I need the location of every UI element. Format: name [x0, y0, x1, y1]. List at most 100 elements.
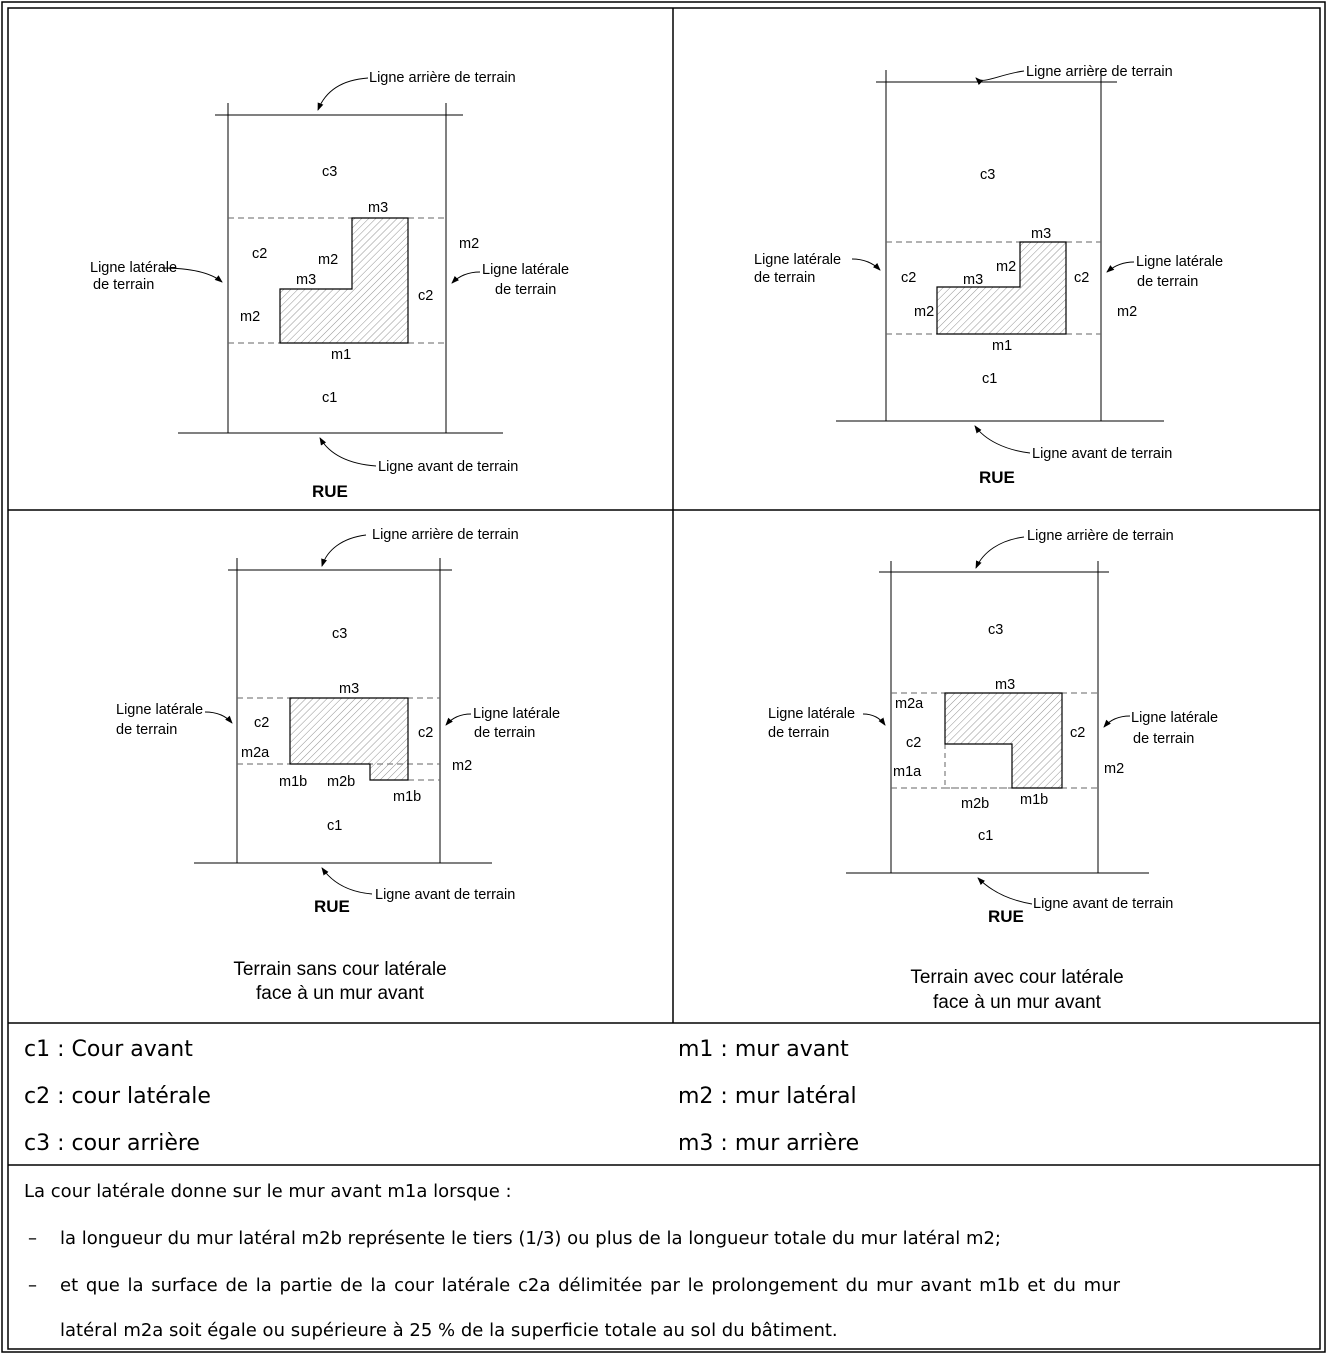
right-side-arrow: [451, 271, 481, 284]
legend-c1: c1 : Cour avant: [24, 1037, 193, 1062]
building-footprint: [936, 241, 1067, 335]
label-c2: c2: [1074, 270, 1089, 286]
label-m3: m3: [995, 677, 1015, 693]
side-line-label-left-2: de terrain: [754, 270, 815, 286]
label-m3: m3: [963, 272, 983, 288]
label-c2: c2: [418, 288, 433, 304]
front-line-label: Ligne avant de terrain: [1033, 896, 1173, 912]
label-c2: c2: [418, 725, 433, 741]
side-line-label-right: Ligne latérale: [482, 262, 569, 278]
caption-right-line2: face à un mur avant: [933, 992, 1102, 1013]
rear-line-arrow: [321, 534, 367, 567]
label-m2: m2: [240, 309, 260, 325]
legend-c3: c3 : cour arrière: [24, 1131, 200, 1156]
side-line-label-right: Ligne latérale: [1136, 254, 1223, 270]
label-m2a: m2a: [241, 745, 270, 761]
side-line-label-right-2: de terrain: [474, 725, 535, 741]
side-line-label-right-2: de terrain: [1137, 274, 1198, 290]
panel-top-right: Ligne arrière de terrain Ligne avant de …: [754, 64, 1223, 487]
label-m2: m2: [459, 236, 479, 252]
side-line-label-left: Ligne latérale: [754, 252, 841, 268]
label-m1: m1: [331, 347, 351, 363]
rear-line-arrow: [975, 536, 1025, 569]
label-m2a: m2a: [895, 696, 924, 712]
building-footprint: [944, 692, 1063, 789]
front-line-label: Ligne avant de terrain: [1032, 446, 1172, 462]
label-m3: m3: [368, 200, 388, 216]
right-side-arrow: [1106, 261, 1135, 273]
note-bullet-2-cont: latéral m2a soit égale ou supérieure à 2…: [60, 1320, 838, 1341]
front-line-arrow: [319, 437, 377, 467]
label-c1: c1: [327, 818, 342, 834]
left-side-arrow: [862, 713, 886, 726]
label-m1a: m1a: [893, 764, 922, 780]
side-line-label-right: Ligne latérale: [473, 706, 560, 722]
label-c2: c2: [1070, 725, 1085, 741]
bullet-dash: –: [28, 1228, 37, 1249]
label-m1b: m1b: [393, 789, 421, 805]
legend-c2: c2 : cour latérale: [24, 1084, 211, 1109]
label-m2: m2: [1117, 304, 1137, 320]
front-line-arrow: [977, 877, 1033, 905]
label-m2: m2: [452, 758, 472, 774]
side-line-label-left: Ligne latérale: [116, 702, 203, 718]
front-line-label: Ligne avant de terrain: [375, 887, 515, 903]
label-m1b: m1b: [279, 774, 307, 790]
building-footprint: [289, 697, 409, 781]
side-line-label-left-2: de terrain: [768, 725, 829, 741]
front-line-label: Ligne avant de terrain: [378, 459, 518, 475]
caption-left-line1: Terrain sans cour latérale: [233, 959, 446, 980]
label-m1: m1: [992, 338, 1012, 354]
street-label: RUE: [314, 897, 350, 916]
side-line-label-left-2: de terrain: [116, 722, 177, 738]
label-c1: c1: [978, 828, 993, 844]
left-side-arrow: [161, 267, 223, 283]
right-side-arrow: [445, 713, 472, 726]
panel-bottom-left: Ligne arrière de terrain Ligne avant de …: [116, 527, 560, 1004]
front-line-arrow: [974, 425, 1031, 454]
legend-m3: m3 : mur arrière: [678, 1131, 860, 1156]
note-intro: La cour latérale donne sur le mur avant …: [24, 1181, 512, 1202]
label-c2: c2: [254, 715, 269, 731]
rear-line-label: Ligne arrière de terrain: [372, 527, 519, 543]
panel-top-left: Ligne arrière de terrain Ligne avant de …: [90, 70, 569, 501]
side-line-label-left-2: de terrain: [93, 277, 154, 293]
label-c1: c1: [322, 390, 337, 406]
side-line-label-right-2: de terrain: [495, 282, 556, 298]
label-c2: c2: [906, 735, 921, 751]
rear-line-label: Ligne arrière de terrain: [1027, 528, 1174, 544]
label-m3: m3: [296, 272, 316, 288]
rear-line-label: Ligne arrière de terrain: [1026, 64, 1173, 80]
label-m2: m2: [1104, 761, 1124, 777]
label-c3: c3: [332, 626, 347, 642]
label-m2b: m2b: [327, 774, 355, 790]
building-footprint: [279, 217, 409, 344]
rear-line-arrow: [317, 77, 369, 111]
label-c3: c3: [980, 167, 995, 183]
side-line-label-left: Ligne latérale: [768, 706, 855, 722]
label-c3: c3: [322, 164, 337, 180]
label-c3: c3: [988, 622, 1003, 638]
side-line-label-left: Ligne latérale: [90, 260, 177, 276]
label-m2b: m2b: [961, 796, 989, 812]
bullet-dash: –: [28, 1275, 37, 1296]
label-c2: c2: [252, 246, 267, 262]
label-m1b: m1b: [1020, 792, 1048, 808]
street-label: RUE: [988, 907, 1024, 926]
label-c1: c1: [982, 371, 997, 387]
note-bullet-1: la longueur du mur latéral m2b représent…: [60, 1228, 1002, 1249]
legend-m2: m2 : mur latéral: [678, 1084, 857, 1109]
left-side-arrow: [851, 258, 881, 271]
label-c2: c2: [901, 270, 916, 286]
note-bullet-2: et que la surface de la partie de la cou…: [60, 1275, 1120, 1296]
label-m3: m3: [1031, 226, 1051, 242]
side-line-label-right-2: de terrain: [1133, 731, 1194, 747]
panel-bottom-right: Ligne arrière de terrain Ligne avant de …: [768, 528, 1218, 1013]
street-label: RUE: [979, 468, 1015, 487]
rear-line-arrow: [975, 70, 1025, 86]
side-line-label-right: Ligne latérale: [1131, 710, 1218, 726]
left-side-arrow: [204, 711, 233, 724]
caption-right-line1: Terrain avec cour latérale: [910, 967, 1123, 988]
